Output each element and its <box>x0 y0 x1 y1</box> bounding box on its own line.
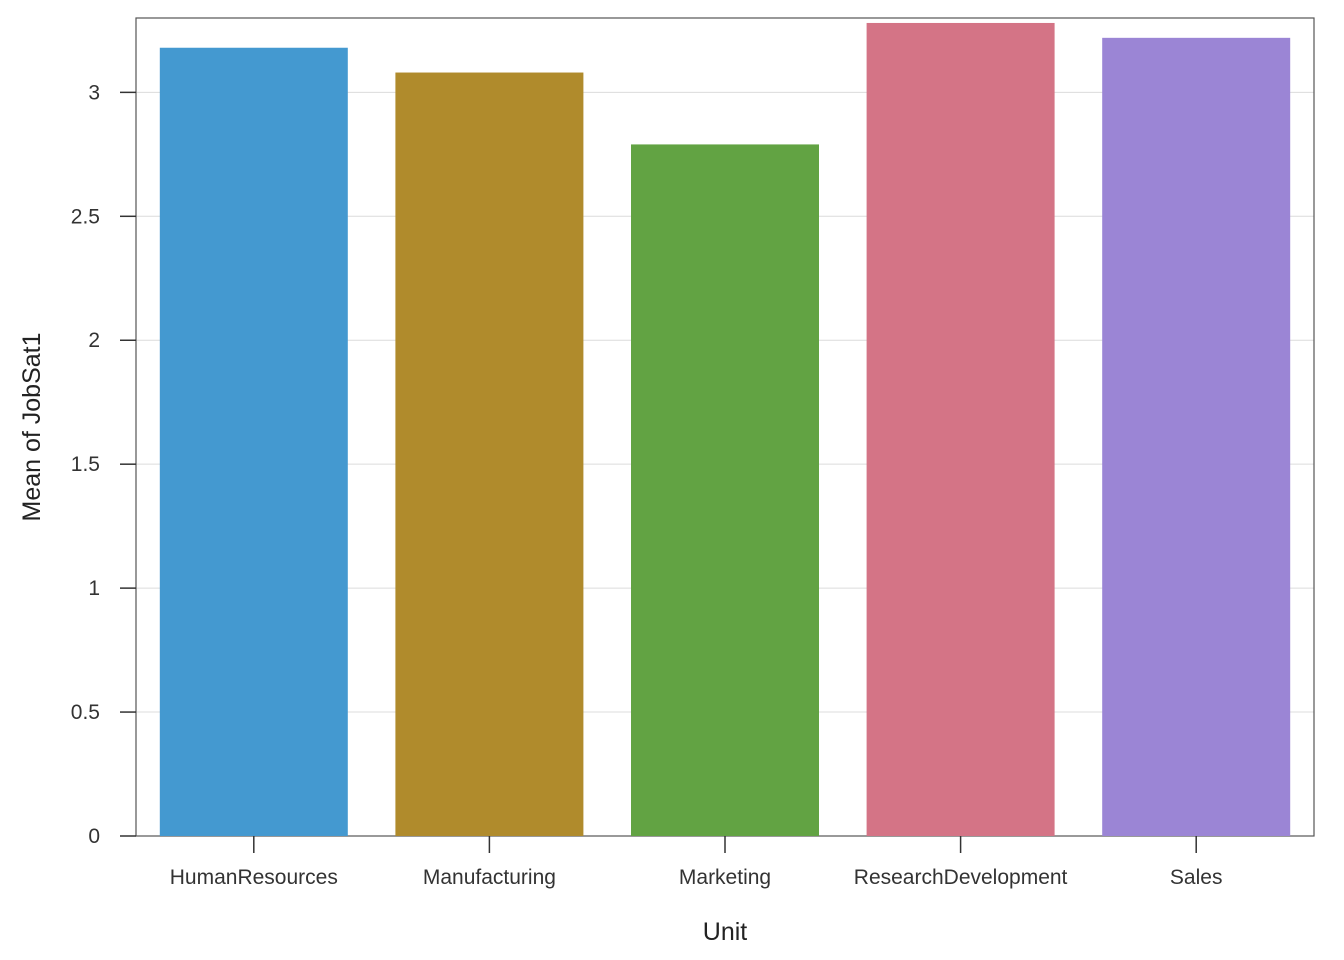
y-axis: 0 0.5 1 1.5 2 2.5 3 <box>71 81 136 848</box>
bar-sales <box>1102 37 1291 836</box>
x-tick-label: ResearchDevelopment <box>854 866 1068 889</box>
x-axis-title: Unit <box>703 918 748 946</box>
y-tick-label: 2 <box>88 329 100 352</box>
x-tick-label: Sales <box>1170 866 1223 889</box>
y-tick-label: 1.5 <box>71 453 100 476</box>
x-tick-label: HumanResources <box>170 866 338 889</box>
y-axis-title: Mean of JobSat1 <box>18 332 46 521</box>
y-tick-label: 0.5 <box>71 701 100 724</box>
y-tick-label: 2.5 <box>71 205 100 228</box>
y-tick-label: 0 <box>88 825 100 848</box>
x-tick-label: Manufacturing <box>423 866 556 889</box>
y-tick-label: 1 <box>88 577 100 600</box>
x-tick-label: Marketing <box>679 866 771 889</box>
x-axis: HumanResources Manufacturing Marketing Rese… <box>170 836 1223 889</box>
bars <box>159 22 1291 837</box>
bar-manufacturing <box>395 72 584 837</box>
y-tick-label: 3 <box>88 81 100 104</box>
bar-marketing <box>631 144 819 836</box>
bar-humanresources <box>159 47 348 836</box>
bar-researchdevelopment <box>866 22 1055 836</box>
